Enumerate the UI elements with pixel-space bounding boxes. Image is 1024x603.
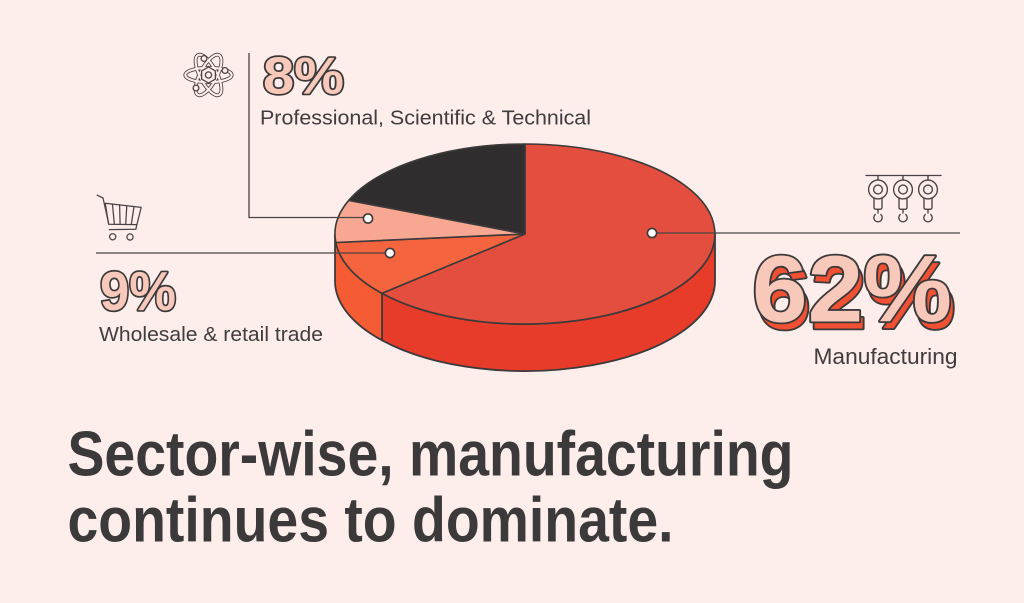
svg-text:62%: 62% (756, 244, 956, 350)
svg-text:8%: 8% (263, 48, 344, 106)
svg-text:62%: 62% (752, 237, 952, 343)
svg-text:Professional, Scientific & Tec: Professional, Scientific & Technical (260, 108, 591, 130)
svg-text:Wholesale & retail trade: Wholesale & retail trade (99, 324, 323, 346)
svg-text:Sector-wise, manufacturing: Sector-wise, manufacturing (68, 420, 794, 490)
svg-text:continues to dominate.: continues to dominate. (68, 486, 674, 556)
svg-text:9%: 9% (100, 260, 176, 322)
svg-text:Manufacturing: Manufacturing (814, 344, 958, 369)
